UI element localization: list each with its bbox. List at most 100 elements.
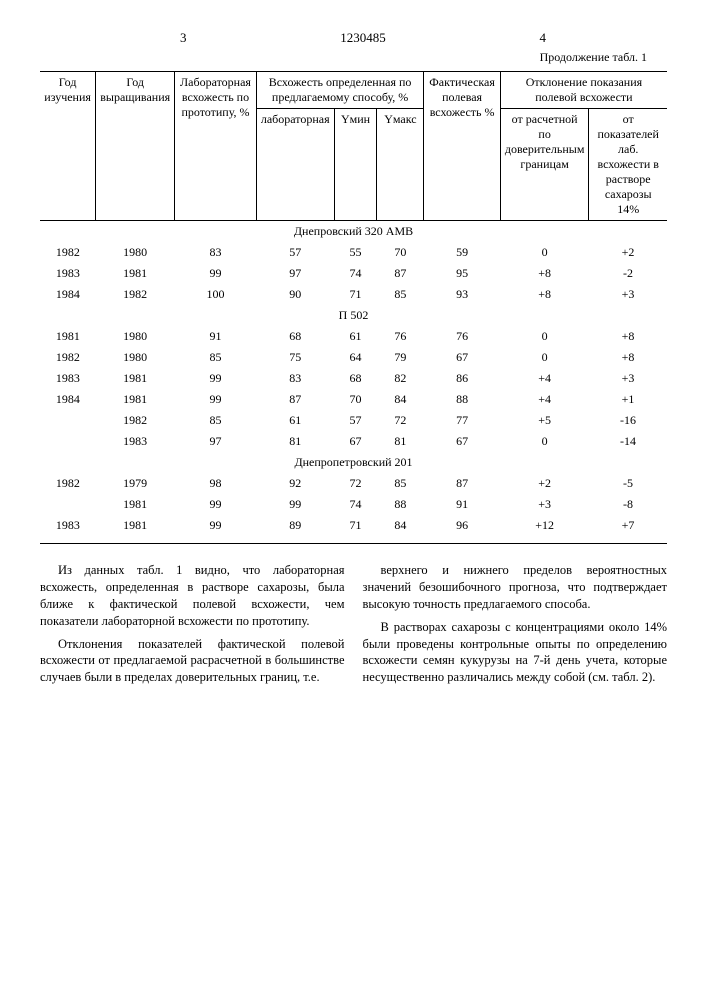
table-cell: 1981 [96, 263, 175, 284]
col-year-grow: Год выращивания [96, 72, 175, 221]
prose-left-column: Из данных табл. 1 видно, что лабораторна… [40, 562, 345, 692]
table-cell: +8 [500, 284, 589, 305]
table-cell: 68 [256, 326, 334, 347]
table-cell: -2 [589, 263, 667, 284]
table-cell: 97 [256, 263, 334, 284]
table-cell: 59 [424, 242, 501, 263]
table-cell: 0 [500, 347, 589, 368]
table-cell: 1981 [96, 515, 175, 544]
prose-right-column: верхнего и нижнего пределов вероятностны… [363, 562, 668, 692]
table-cell: 100 [175, 284, 257, 305]
table-body: Днепровский 320 АМВ1982198083575570590+2… [40, 221, 667, 544]
table-cell: 70 [377, 242, 424, 263]
table-row: 198397816781670-14 [40, 431, 667, 452]
table-cell [40, 410, 96, 431]
table-cell: 1982 [40, 242, 96, 263]
table-cell: 81 [256, 431, 334, 452]
table-cell: 55 [334, 242, 377, 263]
table-cell: 1981 [40, 326, 96, 347]
table-cell: 99 [175, 263, 257, 284]
table-cell: 89 [256, 515, 334, 544]
table-cell: 61 [334, 326, 377, 347]
table-cell: 88 [424, 389, 501, 410]
col-dev-lab: от показателей лаб. всхожести в растворе… [589, 109, 667, 221]
table-cell: 87 [424, 473, 501, 494]
table-cell [40, 431, 96, 452]
table-row: 1981198091686176760+8 [40, 326, 667, 347]
table-cell: +8 [589, 347, 667, 368]
section-title: Днепропетровский 201 [40, 452, 667, 473]
table-cell: 57 [256, 242, 334, 263]
prose-paragraph: В растворах сахарозы с концентрациями ок… [363, 619, 668, 687]
table-cell: 64 [334, 347, 377, 368]
table-cell: 95 [424, 263, 501, 284]
table-cell: 0 [500, 326, 589, 347]
col-actual: Фактическая полевая всхожесть % [424, 72, 501, 221]
table-cell: 1982 [96, 410, 175, 431]
table-cell: 97 [175, 431, 257, 452]
table-row: 198219799892728587+2-5 [40, 473, 667, 494]
col-deviation-group: Отклонение показания полевой всхожести [500, 72, 667, 109]
continuation-note: Продолжение табл. 1 [40, 50, 647, 65]
table-cell [40, 494, 96, 515]
table-row: 1984198210090718593+8+3 [40, 284, 667, 305]
table-cell: 85 [377, 473, 424, 494]
table-cell: 1984 [40, 389, 96, 410]
table-cell: 99 [175, 494, 257, 515]
table-cell: +8 [500, 263, 589, 284]
table-cell: 83 [175, 242, 257, 263]
table-cell: 0 [500, 242, 589, 263]
table-cell: 85 [175, 410, 257, 431]
table-cell: 1981 [96, 494, 175, 515]
table-cell: 61 [256, 410, 334, 431]
table-cell: 1982 [40, 473, 96, 494]
prose-paragraph: верхнего и нижнего пределов вероятностны… [363, 562, 668, 613]
table-cell: 98 [175, 473, 257, 494]
table-cell: 84 [377, 389, 424, 410]
table-cell: +12 [500, 515, 589, 544]
table-cell: 87 [377, 263, 424, 284]
table-cell: +4 [500, 389, 589, 410]
table-cell: 91 [424, 494, 501, 515]
table-cell: -8 [589, 494, 667, 515]
table-cell: 70 [334, 389, 377, 410]
col-ymin: Yмин [334, 109, 377, 221]
col-method-group: Всхожесть определенная по предлагаемому … [256, 72, 424, 109]
table-row: 1982198085756479670+8 [40, 347, 667, 368]
table-cell: 72 [377, 410, 424, 431]
table-cell: 79 [377, 347, 424, 368]
table-row: 198319819997748795+8-2 [40, 263, 667, 284]
col-ymax: Yмакс [377, 109, 424, 221]
table-row: 19828561577277+5-16 [40, 410, 667, 431]
table-cell: +4 [500, 368, 589, 389]
table-cell: +8 [589, 326, 667, 347]
table-cell: 90 [256, 284, 334, 305]
table-cell: -5 [589, 473, 667, 494]
table-cell: 1983 [40, 368, 96, 389]
table-cell: 67 [424, 431, 501, 452]
section-title: Днепровский 320 АМВ [40, 221, 667, 243]
prose-paragraph: Из данных табл. 1 видно, что лабораторна… [40, 562, 345, 630]
table-cell: +1 [589, 389, 667, 410]
col-lab: лабораторная [256, 109, 334, 221]
table-cell: +3 [589, 284, 667, 305]
table-cell: 99 [175, 515, 257, 544]
section-title: П 502 [40, 305, 667, 326]
table-cell: 75 [256, 347, 334, 368]
table-cell: 84 [377, 515, 424, 544]
col-prototype: Лабораторная всхожесть по прототипу, % [175, 72, 257, 221]
table-cell: +3 [589, 368, 667, 389]
table-cell: 1982 [40, 347, 96, 368]
table-head: Год изучения Год выращивания Лабораторна… [40, 72, 667, 221]
col-year-study: Год изучения [40, 72, 96, 221]
table-cell: 76 [424, 326, 501, 347]
table-cell: 1982 [96, 284, 175, 305]
table-cell: 71 [334, 515, 377, 544]
table-cell: 1981 [96, 368, 175, 389]
table-cell: -16 [589, 410, 667, 431]
table-row: 1982198083575570590+2 [40, 242, 667, 263]
table-row: 198319819989718496+12+7 [40, 515, 667, 544]
table-cell: 85 [175, 347, 257, 368]
table-cell: +5 [500, 410, 589, 431]
table-cell: 77 [424, 410, 501, 431]
